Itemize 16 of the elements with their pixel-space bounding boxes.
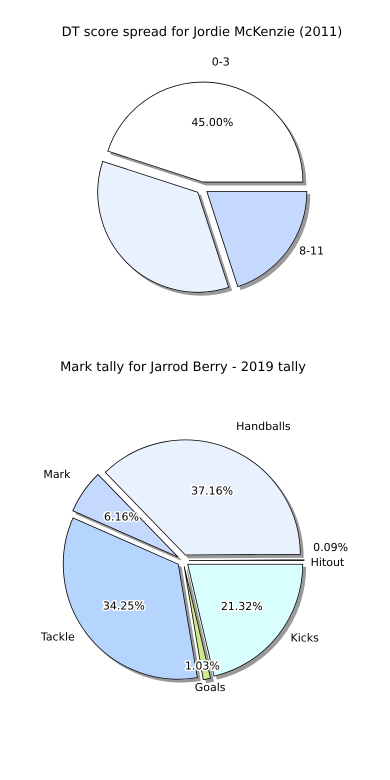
slice-label: Mark xyxy=(43,468,72,482)
slice-label: 0-3 xyxy=(212,55,230,68)
slice-label: Tackle xyxy=(40,630,76,644)
data-label: 37.16% xyxy=(191,484,234,498)
slice-label: Kicks xyxy=(290,632,320,645)
slice-label: Hitout xyxy=(310,556,345,570)
data-label: 34.25% xyxy=(102,600,145,613)
slice-label: 8-11 xyxy=(299,244,324,258)
slice-label: Handballs xyxy=(236,420,291,434)
chart-title: DT score spread for Jordie McKenzie (2011) xyxy=(62,25,342,40)
data-label: 21.32% xyxy=(220,600,263,614)
slice-label: Goals xyxy=(194,680,226,694)
chart-title: Mark tally for Jarrod Berry - 2019 tally xyxy=(60,360,306,375)
data-label: 6.16% xyxy=(104,510,139,524)
data-label: 45.00% xyxy=(191,116,234,129)
data-label: 0.09% xyxy=(313,541,348,554)
